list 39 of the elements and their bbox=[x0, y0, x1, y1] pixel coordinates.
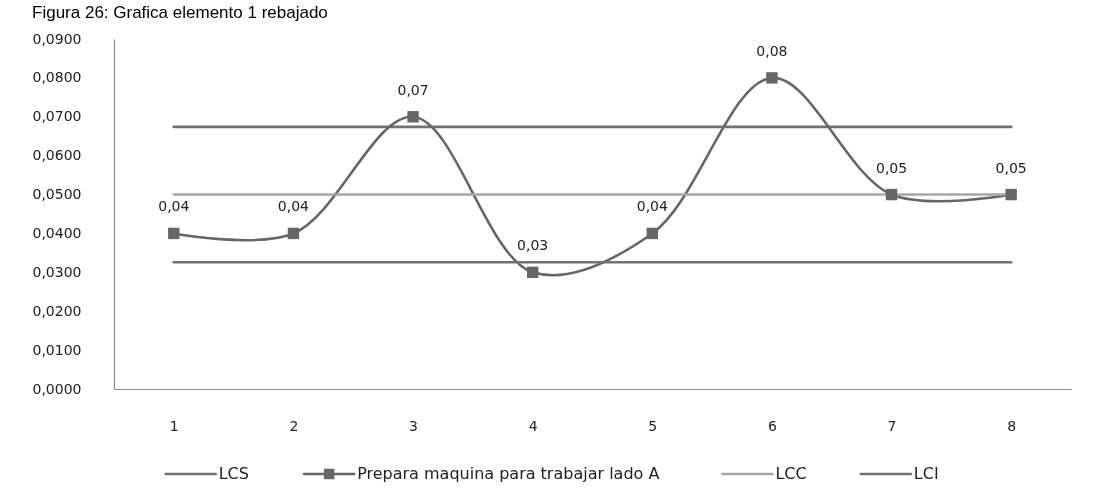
y-tick-label: 0,0500 bbox=[32, 186, 82, 203]
x-tick-label: 1 bbox=[169, 417, 179, 434]
point bbox=[885, 188, 898, 201]
x-tick-label: 8 bbox=[1007, 417, 1017, 434]
y-tick-label: 0,0700 bbox=[32, 108, 82, 125]
legend-label: LCC bbox=[775, 464, 807, 483]
point bbox=[646, 227, 659, 240]
x-tick-label: 4 bbox=[528, 417, 538, 434]
point bbox=[766, 72, 778, 84]
data-label: 0,04 bbox=[277, 198, 310, 215]
point bbox=[526, 266, 539, 279]
y-tick-label: 0,0900 bbox=[32, 30, 82, 47]
legend-label: LCI bbox=[913, 464, 939, 483]
y-tick-label: 0,0400 bbox=[32, 224, 82, 241]
x-tick-label: 2 bbox=[289, 417, 299, 434]
point bbox=[168, 227, 180, 240]
x-tick-label: 3 bbox=[409, 417, 419, 434]
data-label: 0,04 bbox=[158, 198, 190, 215]
y-tick-label: 0,0100 bbox=[32, 341, 82, 358]
y-tick-label: 0,0600 bbox=[32, 147, 82, 164]
y-tick-label: 0,0300 bbox=[32, 263, 82, 280]
data-label: 0,05 bbox=[875, 159, 908, 176]
x-tick-label: 5 bbox=[648, 417, 658, 434]
data-label: 0,07 bbox=[397, 81, 429, 98]
chart-title: Figura 26: Grafica elemento 1 rebajado bbox=[32, 3, 328, 22]
point bbox=[287, 227, 300, 240]
data-label: 0,08 bbox=[756, 42, 788, 59]
legend-label: LCS bbox=[218, 464, 249, 483]
data-label: 0,05 bbox=[995, 159, 1027, 176]
y-tick-label: 0,0800 bbox=[32, 69, 82, 86]
y-tick-label: 0,0000 bbox=[32, 380, 82, 397]
x-tick-label: 7 bbox=[887, 417, 897, 434]
x-tick-label: 6 bbox=[767, 417, 777, 434]
legend-label: Prepara maquina para trabajar lado A bbox=[357, 464, 660, 483]
data-label: 0,03 bbox=[517, 237, 549, 254]
y-tick-label: 0,0200 bbox=[32, 302, 82, 319]
point bbox=[407, 111, 419, 123]
point bbox=[1005, 188, 1017, 201]
data-label: 0,04 bbox=[636, 198, 668, 215]
